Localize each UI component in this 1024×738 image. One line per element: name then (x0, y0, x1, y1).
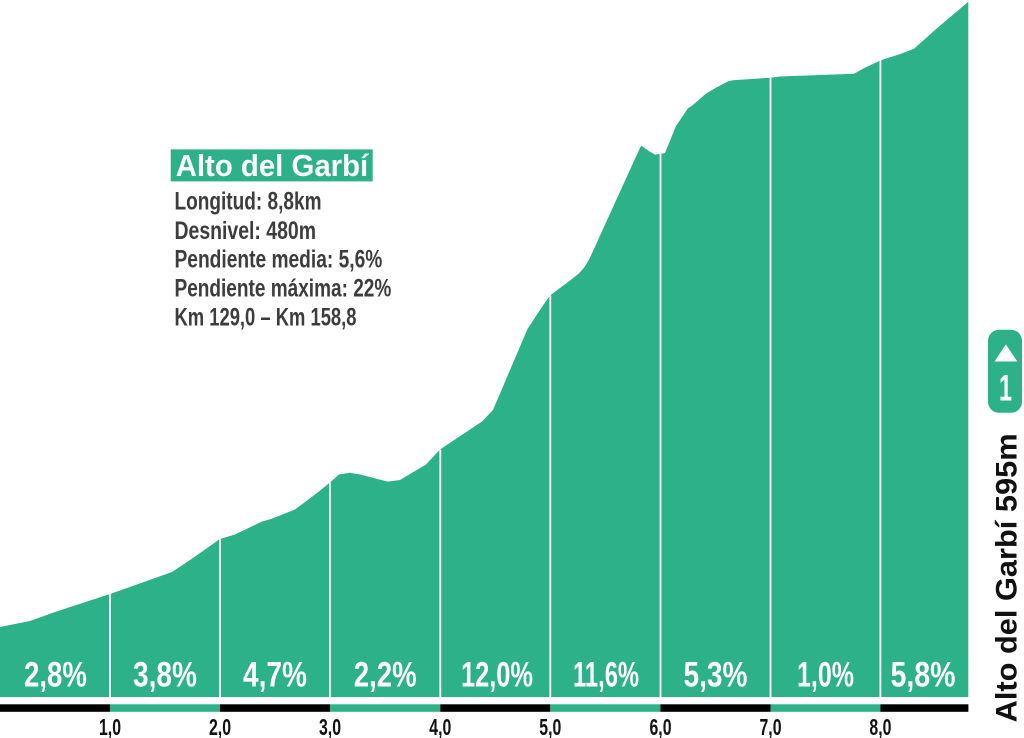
svg-text:5,0: 5,0 (539, 714, 561, 738)
svg-text:5,3%: 5,3% (684, 656, 748, 695)
svg-text:1,0%: 1,0% (797, 656, 854, 695)
svg-text:4,0: 4,0 (429, 714, 451, 738)
svg-text:Km 129,0 – Km 158,8: Km 129,0 – Km 158,8 (175, 304, 357, 331)
svg-text:2,0: 2,0 (209, 714, 231, 738)
svg-text:1,0: 1,0 (99, 714, 121, 738)
svg-text:11,6%: 11,6% (573, 656, 639, 695)
svg-text:5,8%: 5,8% (891, 656, 956, 695)
svg-text:Alto del Garbí 595m: Alto del Garbí 595m (991, 433, 1024, 722)
svg-text:Desnivel: 480m: Desnivel: 480m (175, 218, 317, 245)
svg-text:6,0: 6,0 (650, 714, 672, 738)
svg-text:12,0%: 12,0% (461, 656, 533, 695)
svg-text:3,0: 3,0 (319, 714, 341, 738)
svg-text:Longitud: 8,8km: Longitud: 8,8km (175, 189, 322, 216)
svg-text:2,8%: 2,8% (24, 656, 87, 695)
svg-text:4,7%: 4,7% (243, 656, 307, 695)
svg-text:1: 1 (999, 368, 1012, 409)
svg-text:Alto del Garbí: Alto del Garbí (176, 148, 370, 183)
svg-text:2,2%: 2,2% (354, 656, 417, 695)
svg-text:7,0: 7,0 (760, 714, 782, 738)
svg-text:Pendiente media: 5,6%: Pendiente media: 5,6% (175, 247, 383, 274)
svg-text:8,0: 8,0 (869, 714, 891, 738)
svg-text:Pendiente máxima: 22%: Pendiente máxima: 22% (175, 276, 392, 303)
svg-text:3,8%: 3,8% (133, 656, 197, 695)
